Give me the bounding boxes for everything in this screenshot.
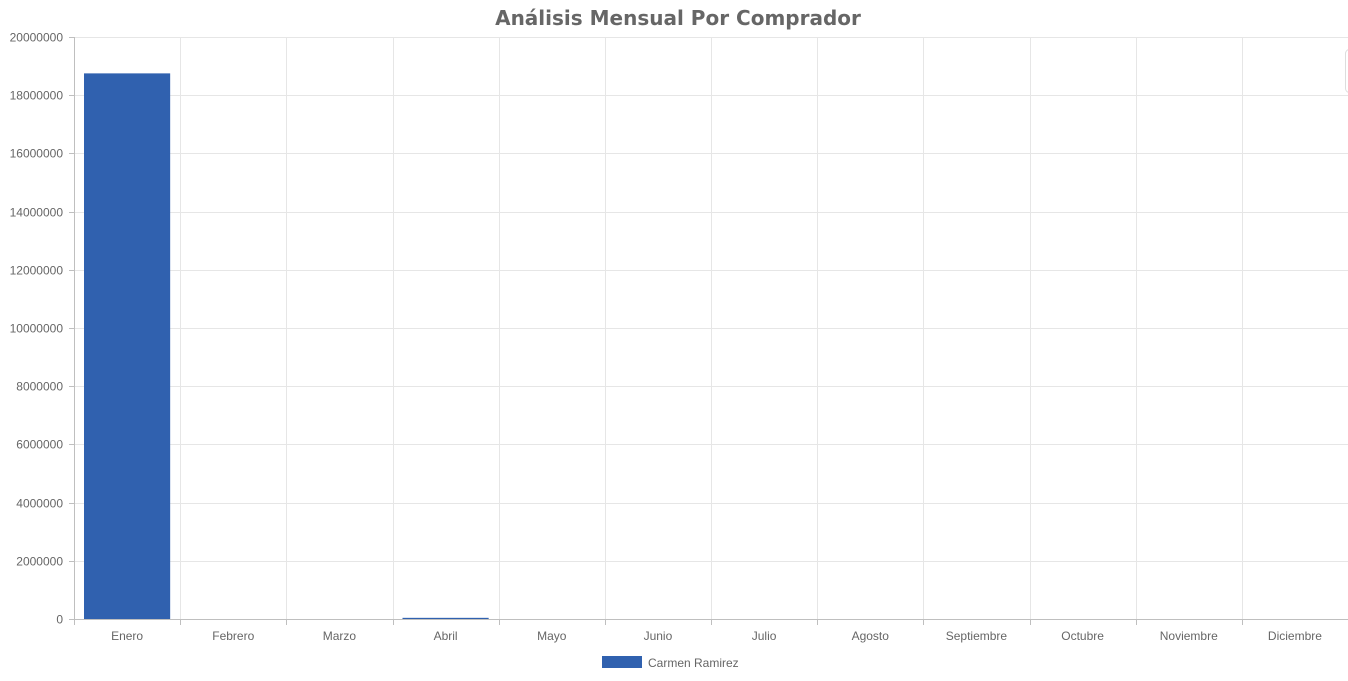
legend-label[interactable]: Carmen Ramirez (648, 656, 739, 670)
x-tick-label: Junio (644, 629, 673, 643)
x-tick-label: Abril (434, 629, 458, 643)
x-tick-label: Enero (111, 629, 143, 643)
grid-lines (74, 37, 1348, 620)
bars (84, 73, 489, 619)
y-tick-label: 16000000 (10, 147, 64, 161)
bar[interactable] (402, 617, 489, 619)
x-axis: Enero Febrero Marzo Abril Mayo Junio Julio Agos… (74, 619, 1348, 643)
x-tick-label: Febrero (212, 629, 254, 643)
bar[interactable] (84, 73, 171, 619)
chart-title: Análisis Mensual Por Comprador (495, 6, 861, 30)
x-tick-label: Julio (752, 629, 777, 643)
x-tick-label: Septiembre (946, 629, 1008, 643)
legend[interactable]: Carmen Ramirez (602, 656, 739, 670)
legend-swatch[interactable] (602, 656, 642, 668)
y-tick-label: 2000000 (16, 555, 63, 569)
y-tick-label: 4000000 (16, 497, 63, 511)
x-tick-label: Marzo (323, 629, 357, 643)
y-axis: 0 2000000 4000000 6000000 8000000 10000000 120… (10, 31, 75, 627)
y-tick-label: 12000000 (10, 264, 64, 278)
y-tick-label: 0 (56, 613, 63, 627)
x-tick-label: Diciembre (1268, 629, 1322, 643)
y-tick-label: 18000000 (10, 89, 64, 103)
chart-toolbox-edge[interactable] (1345, 49, 1348, 93)
y-tick-label: 6000000 (16, 438, 63, 452)
y-tick-label: 10000000 (10, 322, 64, 336)
y-tick-label: 14000000 (10, 206, 64, 220)
y-tick-label: 20000000 (10, 31, 64, 45)
x-tick-label: Noviembre (1160, 629, 1218, 643)
y-tick-label: 8000000 (16, 380, 63, 394)
x-tick-label: Octubre (1061, 629, 1104, 643)
x-tick-label: Agosto (852, 629, 890, 643)
x-tick-label: Mayo (537, 629, 567, 643)
